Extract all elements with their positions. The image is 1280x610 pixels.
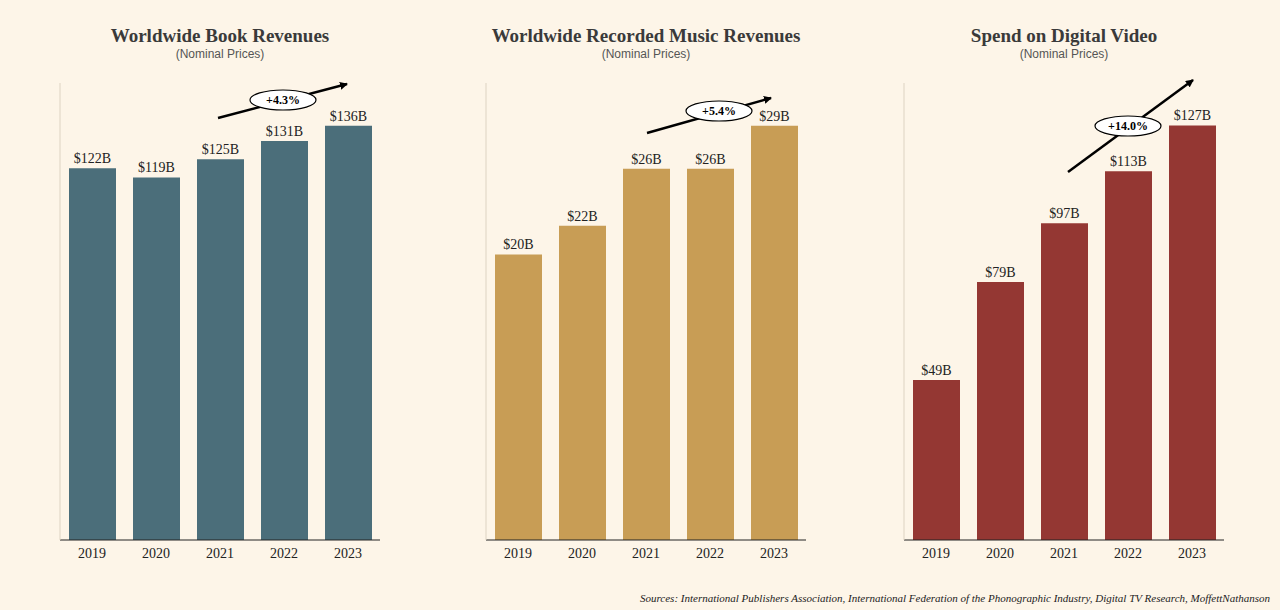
- svg-text:2021: 2021: [206, 546, 234, 561]
- svg-text:2023: 2023: [760, 546, 788, 561]
- svg-text:2020: 2020: [986, 546, 1014, 561]
- html-text:(Nominal Prices): (Nominal Prices): [601, 47, 691, 61]
- svg-text:2022: 2022: [1114, 546, 1142, 561]
- svg-text:$20B: $20B: [503, 237, 533, 252]
- html-text:(Nominal Prices): (Nominal Prices): [175, 47, 265, 61]
- html-text:(Nominal Prices): (Nominal Prices): [1019, 47, 1109, 61]
- svg-text:+14.0%: +14.0%: [1108, 119, 1148, 133]
- svg-text:2022: 2022: [696, 546, 724, 561]
- svg-text:$49B: $49B: [921, 363, 951, 378]
- svg-text:$136B: $136B: [330, 109, 367, 124]
- svg-text:$127B: $127B: [1174, 108, 1211, 123]
- html-text:Sources: International Publish: Sources: International Publishers Associ…: [640, 592, 1270, 604]
- svg-text:$29B: $29B: [759, 109, 789, 124]
- svg-text:$22B: $22B: [567, 209, 597, 224]
- svg-text:2023: 2023: [1178, 546, 1206, 561]
- svg-text:2021: 2021: [1050, 546, 1078, 561]
- html-text:Worldwide Recorded Music Reven: Worldwide Recorded Music Revenues: [491, 25, 801, 46]
- svg-text:2022: 2022: [270, 546, 298, 561]
- svg-text:2019: 2019: [78, 546, 106, 561]
- svg-text:2020: 2020: [568, 546, 596, 561]
- svg-text:2023: 2023: [334, 546, 362, 561]
- svg-text:2019: 2019: [504, 546, 532, 561]
- svg-text:$125B: $125B: [202, 142, 239, 157]
- svg-text:2021: 2021: [632, 546, 660, 561]
- svg-text:2019: 2019: [922, 546, 950, 561]
- svg-text:$26B: $26B: [695, 152, 725, 167]
- svg-text:2020: 2020: [142, 546, 170, 561]
- svg-text:+4.3%: +4.3%: [266, 93, 300, 107]
- svg-text:$26B: $26B: [631, 152, 661, 167]
- svg-text:+5.4%: +5.4%: [702, 104, 736, 118]
- svg-text:$79B: $79B: [985, 265, 1015, 280]
- svg-text:$97B: $97B: [1049, 206, 1079, 221]
- html-text:Spend on Digital Video: Spend on Digital Video: [970, 25, 1158, 46]
- svg-text:$122B: $122B: [74, 151, 111, 166]
- svg-text:$113B: $113B: [1110, 154, 1147, 169]
- html-text:Worldwide Book Revenues: Worldwide Book Revenues: [110, 25, 330, 46]
- svg-text:$131B: $131B: [266, 124, 303, 139]
- svg-text:$119B: $119B: [138, 160, 175, 175]
